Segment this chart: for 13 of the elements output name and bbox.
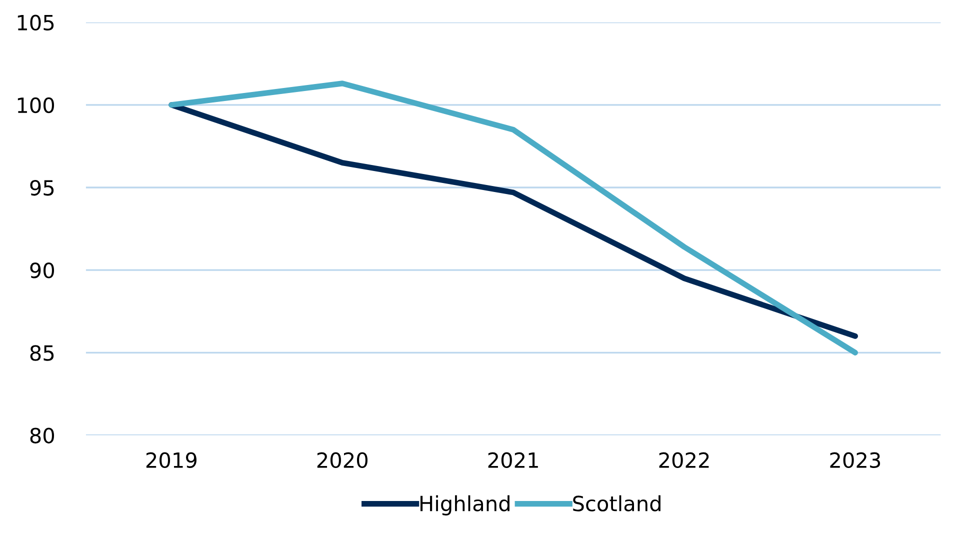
x-tick-label: 2019 <box>146 452 196 468</box>
legend-label: Scotland <box>573 495 660 512</box>
x-tick-label: 2022 <box>659 452 709 468</box>
legend-label: Highland <box>420 495 510 516</box>
x-tick-label: 2021 <box>488 452 538 468</box>
y-tick-label: 95 <box>30 180 54 196</box>
x-tick-label: 2020 <box>317 452 368 468</box>
y-tick-label: 100 <box>18 97 54 114</box>
y-tick-label: 105 <box>18 14 54 31</box>
y-tick-label: 90 <box>30 262 54 278</box>
x-tick-label: 2023 <box>830 452 880 468</box>
y-tick-label: 85 <box>30 345 54 361</box>
y-tick-label: 80 <box>30 428 54 444</box>
